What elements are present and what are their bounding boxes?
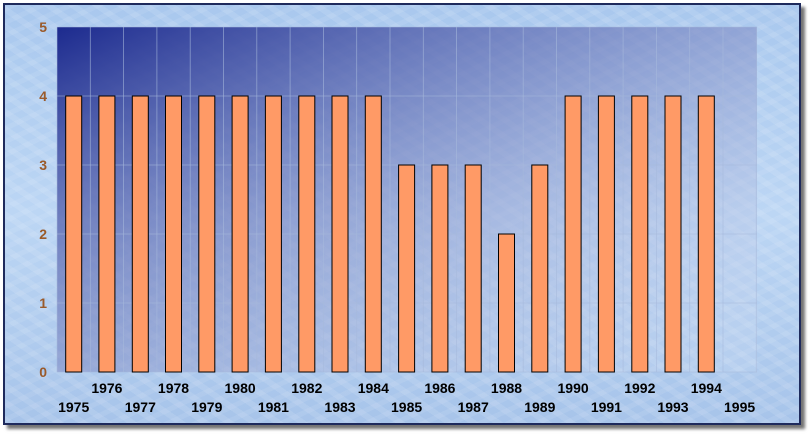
y-tick-label: 0 [39,364,47,380]
x-tick-label: 1986 [424,380,455,396]
bar-1976 [98,95,116,373]
x-tick-label: 1977 [125,399,156,415]
x-tick-label: 1995 [724,399,755,415]
bars [65,95,715,373]
x-tick-label: 1990 [558,380,589,396]
x-tick-label: 1991 [591,399,622,415]
bar-1984 [364,95,382,373]
bar-1987 [464,164,482,373]
x-tick-label: 1984 [358,380,389,396]
bar-1981 [264,95,282,373]
bar-1992 [631,95,649,373]
bar-1989 [531,164,549,373]
bar-1993 [664,95,682,373]
x-axis-ticks: 1975197619771978197919801981198219831984… [58,380,755,415]
bar-1980 [231,95,249,373]
bar-1986 [431,164,449,373]
bar-1991 [597,95,615,373]
bar-1977 [131,95,149,373]
bar-1988 [498,233,515,373]
bar-1975 [65,95,83,373]
x-tick-label: 1985 [391,399,422,415]
x-tick-label: 1981 [258,399,289,415]
x-tick-label: 1987 [458,399,489,415]
y-tick-label: 1 [39,295,47,311]
y-tick-label: 5 [39,19,47,35]
bar-1978 [165,95,182,373]
x-tick-label: 1980 [225,380,256,396]
bar-1982 [298,95,316,373]
y-tick-label: 4 [39,88,47,104]
y-tick-label: 2 [39,226,47,242]
bar-1983 [331,95,349,373]
x-tick-label: 1976 [91,380,122,396]
x-tick-label: 1975 [58,399,89,415]
x-tick-label: 1989 [524,399,555,415]
bar-1985 [398,164,416,373]
x-tick-label: 1983 [324,399,355,415]
bar-1990 [564,95,582,373]
x-tick-label: 1994 [691,380,722,396]
x-tick-label: 1982 [291,380,322,396]
x-tick-label: 1988 [491,380,522,396]
x-tick-label: 1979 [191,399,222,415]
x-tick-label: 1992 [624,380,655,396]
y-tick-label: 3 [39,157,47,173]
y-axis-ticks: 0 1 2 3 4 5 [39,19,47,380]
bar-1994 [697,95,715,373]
x-tick-label: 1993 [657,399,688,415]
x-tick-label: 1978 [158,380,189,396]
bar-1979 [198,95,216,373]
